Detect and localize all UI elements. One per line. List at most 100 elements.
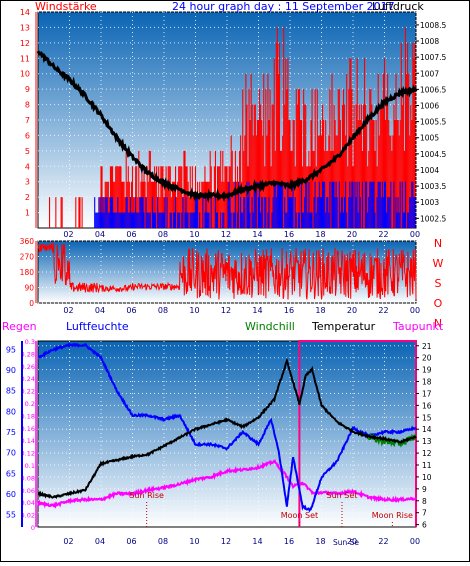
- y-tick-label: 90: [24, 284, 34, 293]
- y-tick-label: 1005: [420, 134, 439, 143]
- y-tick-label: 14: [422, 425, 432, 434]
- compass-letter: O: [434, 297, 443, 310]
- x-tick-label: 14: [252, 306, 262, 315]
- y-tick-label: 13: [20, 23, 30, 32]
- y-tick-label: 360: [20, 237, 35, 246]
- y-tick-label: 0.08: [21, 474, 35, 482]
- y-tick-label: 0.2: [25, 400, 35, 408]
- y-tick-label: 13: [422, 437, 432, 446]
- y-tick-label: 0.28: [21, 350, 35, 358]
- y-tick-label: 1008: [420, 37, 439, 46]
- y-tick-label: 95: [6, 345, 16, 354]
- x-tick-label: 02: [63, 537, 73, 546]
- x-tick-label: 20: [347, 537, 357, 546]
- y-tick-label: 0.3: [25, 338, 35, 346]
- y-tick-label: 60: [6, 490, 16, 499]
- compass-letter: W: [433, 257, 444, 270]
- y-tick-label: 1005.5: [420, 118, 446, 127]
- y-tick-label: 14: [20, 8, 30, 17]
- y-tick-label: 19: [422, 366, 432, 375]
- x-tick-label: 08: [158, 537, 168, 546]
- y-tick-label: 10: [20, 70, 30, 79]
- x-tick-label: 02: [63, 230, 73, 239]
- x-tick-label: 12: [221, 230, 231, 239]
- x-tick-label: 12: [221, 537, 231, 546]
- humidity-line: [37, 342, 417, 513]
- y-tick-label: 4: [25, 162, 30, 171]
- x-tick-label: 10: [189, 306, 199, 315]
- y-tick-label: 18: [422, 378, 432, 387]
- y-tick-label: 0: [31, 524, 35, 532]
- y-tick-label: 0.04: [21, 499, 35, 507]
- y-tick-label: 180: [20, 268, 35, 277]
- y-tick-label: 70: [6, 449, 16, 458]
- y-tick-label: 0.1: [25, 462, 35, 470]
- x-tick-label: 02: [63, 306, 73, 315]
- y-tick-label: 9: [422, 485, 427, 494]
- x-tick-label: 00: [410, 230, 420, 239]
- y-tick-label: 1: [25, 209, 30, 218]
- compass-letter: N: [434, 237, 442, 250]
- x-tick-label: 14: [252, 230, 262, 239]
- annotation-label: Sun Set: [327, 491, 358, 500]
- panel3-temperature-axis: 6 7 8 9 10 11 12 13 14 15 16 17 18 19 20 21: [416, 342, 432, 530]
- y-tick-label: 7: [422, 509, 427, 518]
- x-tick-label: 00: [410, 537, 420, 546]
- y-tick-label: 80: [6, 407, 16, 416]
- y-tick-label: 1003.5: [420, 182, 446, 191]
- y-tick-label: 12: [422, 449, 432, 458]
- annotation-label: Sun Rise: [129, 491, 164, 500]
- x-tick-label: 10: [189, 537, 199, 546]
- y-tick-label: 20: [422, 354, 432, 363]
- label-taupunkt: Taupunkt: [392, 320, 444, 333]
- x-tick-label: 20: [347, 306, 357, 315]
- y-tick-label: 1004.5: [420, 150, 446, 159]
- y-tick-label: 7: [25, 116, 30, 125]
- y-tick-label: 270: [20, 253, 35, 262]
- y-tick-label: 1002.5: [420, 214, 446, 223]
- temperature-line: [37, 357, 417, 500]
- panel1-wind-bars: [48, 27, 416, 228]
- y-tick-label: 9: [25, 85, 30, 94]
- y-tick-label: 75: [6, 428, 16, 437]
- y-tick-label: 8: [422, 497, 427, 506]
- y-tick-label: 15: [422, 413, 432, 422]
- rain-line: [298, 340, 417, 527]
- x-tick-label: 18: [315, 306, 325, 315]
- y-tick-label: 1006.5: [420, 85, 446, 94]
- y-tick-label: 2: [25, 193, 30, 202]
- y-tick-label: 1003: [420, 198, 439, 207]
- panel3-humidity-axis: 55 60 65 70 75 80 85 90 95: [6, 341, 23, 527]
- y-tick-label: 16: [422, 401, 432, 410]
- y-tick-label: 0.06: [21, 487, 35, 495]
- x-tick-label: 06: [126, 230, 136, 239]
- y-tick-label: 3: [25, 178, 30, 187]
- wind-direction-line: [37, 241, 417, 300]
- y-tick-label: 90: [6, 366, 16, 375]
- label-regen: Regen: [2, 320, 37, 333]
- y-tick-label: 21: [422, 342, 432, 351]
- label-windchill: Windchill: [245, 320, 295, 333]
- pressure-line: [36, 50, 418, 204]
- y-tick-label: 6: [25, 131, 30, 140]
- x-tick-label: 16: [284, 537, 294, 546]
- x-tick-label: 06: [126, 306, 136, 315]
- header-luftdruck: Luftdruck: [372, 0, 424, 13]
- panel1-x-axis: 02 04 06 08 10 12 14 16 18 20 22 00: [63, 230, 420, 239]
- x-tick-label: 04: [95, 306, 105, 315]
- panel3-x-axis: 02 04 06 08 10 12 14 16 18 20 22 00: [63, 537, 420, 546]
- compass-letter: S: [435, 277, 442, 290]
- y-tick-label: 5: [25, 147, 30, 156]
- temperature-humidity-panel: Sun Rise Moon Set Sun Set Moon Rise Sun Se 0…: [6, 338, 432, 547]
- y-tick-label: 1007: [420, 69, 439, 78]
- x-tick-label: 14: [252, 537, 262, 546]
- annotation-label: Moon Rise: [372, 511, 413, 520]
- y-tick-label: 0.16: [21, 425, 35, 433]
- y-tick-label: 1006: [420, 101, 439, 110]
- y-tick-label: 0.02: [21, 512, 35, 520]
- x-tick-label: 18: [315, 537, 325, 546]
